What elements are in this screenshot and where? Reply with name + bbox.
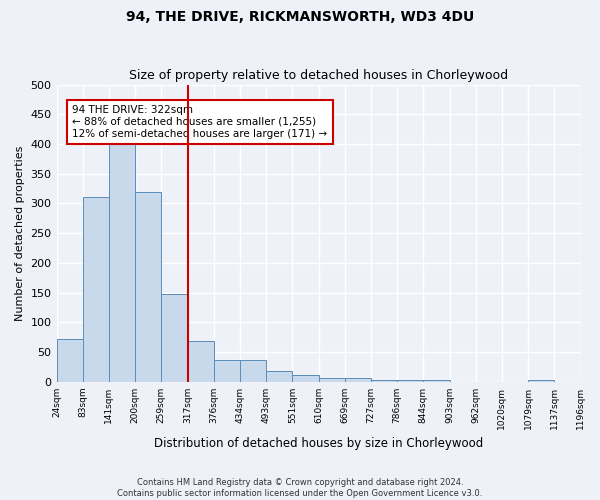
Bar	[56, 339, 83, 382]
Bar	[528, 380, 554, 382]
Bar	[424, 380, 449, 382]
Text: 94, THE DRIVE, RICKMANSWORTH, WD3 4DU: 94, THE DRIVE, RICKMANSWORTH, WD3 4DU	[126, 10, 474, 24]
Title: Size of property relative to detached houses in Chorleywood: Size of property relative to detached ho…	[129, 69, 508, 82]
Bar	[214, 360, 240, 382]
X-axis label: Distribution of detached houses by size in Chorleywood: Distribution of detached houses by size …	[154, 437, 483, 450]
Bar	[397, 380, 424, 382]
Bar	[83, 198, 109, 382]
Bar	[319, 378, 345, 382]
Y-axis label: Number of detached properties: Number of detached properties	[15, 146, 25, 321]
Bar	[345, 378, 371, 382]
Bar	[161, 294, 188, 382]
Bar	[371, 380, 397, 382]
Bar	[292, 375, 319, 382]
Bar	[109, 139, 135, 382]
Bar	[266, 371, 292, 382]
Bar	[135, 192, 161, 382]
Bar	[188, 342, 214, 382]
Bar	[240, 360, 266, 382]
Text: Contains HM Land Registry data © Crown copyright and database right 2024.
Contai: Contains HM Land Registry data © Crown c…	[118, 478, 482, 498]
Text: 94 THE DRIVE: 322sqm
← 88% of detached houses are smaller (1,255)
12% of semi-de: 94 THE DRIVE: 322sqm ← 88% of detached h…	[72, 106, 328, 138]
